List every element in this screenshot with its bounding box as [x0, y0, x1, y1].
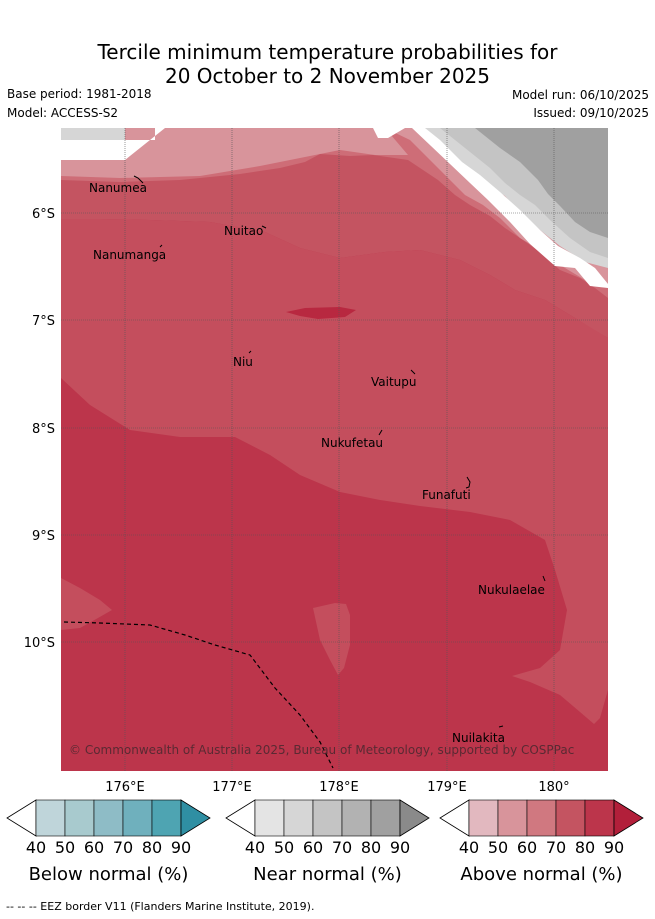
colorbar-near-title: Near normal (%): [253, 864, 402, 885]
lon-tick-179e: 179°E: [427, 780, 467, 795]
colorbar-near-tick: 40: [245, 838, 265, 857]
island-vaitupu-shape: [410, 369, 416, 375]
zone-above-90: [286, 307, 356, 319]
lat-tick-10s: 10°S: [24, 636, 55, 651]
colorbar-above-segment: [526, 799, 557, 837]
colorbar-above-under-arrow: [439, 799, 470, 837]
place-label-nuilakita: Nuilakita: [452, 731, 505, 745]
zone-above-70-west: [61, 578, 112, 630]
lon-tick-177e: 177°E: [212, 780, 252, 795]
zone-no-signal-nw: [61, 128, 165, 160]
colorbar-below-segment: [35, 799, 66, 837]
colorbar-above-segment: [497, 799, 528, 837]
island-nuilakita-shape: [498, 725, 504, 728]
island-niu-shape: [248, 350, 252, 354]
place-label-nukufetau: Nukufetau: [321, 436, 383, 450]
map-title: Tercile minimum temperature probabilitie…: [0, 40, 655, 88]
island-nuitao-shape: [261, 225, 267, 229]
colorbar-above-tick: 90: [604, 838, 624, 857]
footnote-eez: -- -- -- EEZ border V11 (Flanders Marine…: [6, 900, 315, 913]
colorbar-near-segment: [370, 799, 401, 837]
colorbar-below-tick: 60: [84, 838, 104, 857]
colorbar-near-tick: 80: [361, 838, 381, 857]
lon-tick-176e: 176°E: [105, 780, 145, 795]
base-period: Base period: 1981-2018: [7, 87, 152, 101]
colorbar-above-tick: 40: [459, 838, 479, 857]
island-nanumea-shape: [133, 175, 144, 184]
colorbar-below-under-arrow: [6, 799, 37, 837]
colorbar-above-segment: [468, 799, 499, 837]
colorbar-below-title: Below normal (%): [29, 864, 189, 885]
place-label-vaitupu: Vaitupu: [371, 375, 417, 389]
colorbar-above-segment: [555, 799, 586, 837]
island-nukufetau-shape: [378, 429, 383, 436]
colorbar-above: 40 50 60 70 80 90 Above normal (%): [439, 799, 644, 885]
colorbar-above-tick: 80: [575, 838, 595, 857]
colorbar-near-under-arrow: [225, 799, 256, 837]
colorbar-above-tick: 60: [517, 838, 537, 857]
islands: [133, 175, 546, 728]
zone-near-nw: [61, 128, 125, 140]
colorbar-below-tick: 90: [171, 838, 191, 857]
colorbar-near-tick: 50: [274, 838, 294, 857]
lon-tick-178e: 178°E: [319, 780, 359, 795]
colorbar-below-tick: 70: [113, 838, 133, 857]
island-nanumanga-shape: [159, 244, 163, 248]
lat-tick-8s: 8°S: [32, 422, 55, 437]
colorbar-below-over-arrow: [180, 799, 211, 837]
colorbar-below-segment: [93, 799, 124, 837]
lat-tick-6s: 6°S: [32, 207, 55, 222]
colorbar-above-segment: [584, 799, 615, 837]
colorbar-near-segment: [283, 799, 314, 837]
colorbar-below-segment: [151, 799, 182, 837]
colorbar-near-segment: [254, 799, 285, 837]
colorbar-below-tick: 50: [55, 838, 75, 857]
colorbar-near-tick: 90: [390, 838, 410, 857]
zone-no-signal-channel: [373, 128, 608, 288]
colorbar-above-tick: 50: [488, 838, 508, 857]
colorbar-below-segment: [64, 799, 95, 837]
zone-above-70b: [61, 219, 608, 724]
lat-tick-7s: 7°S: [32, 314, 55, 329]
island-nukulaelae-shape: [542, 575, 546, 582]
colorbar-legends: 40 50 60 70 80 90 Below normal (%) 40 50 60 70 80 90…: [6, 799, 644, 885]
place-label-nuitao: Nuitao: [224, 224, 263, 238]
colorbar-above-title: Above normal (%): [460, 864, 622, 885]
colorbar-near-tick: 60: [303, 838, 323, 857]
place-label-funafuti: Funafuti: [422, 488, 471, 502]
lon-tick-180: 180°: [538, 780, 569, 795]
place-label-nanumanga: Nanumanga: [93, 248, 166, 262]
lat-tick-9s: 9°S: [32, 529, 55, 544]
colorbar-near-over-arrow: [399, 799, 430, 837]
title-line-1: Tercile minimum temperature probabilitie…: [97, 40, 558, 64]
island-funafuti-shape: [465, 476, 471, 489]
colorbar-below-tick: 40: [26, 838, 46, 857]
model-name: Model: ACCESS-S2: [7, 106, 119, 120]
colorbar-above-over-arrow: [613, 799, 644, 837]
colorbar-below-tick: 80: [142, 838, 162, 857]
colorbar-near-segment: [341, 799, 372, 837]
zone-above-70-south: [313, 603, 350, 675]
place-label-nanumea: Nanumea: [89, 181, 147, 195]
colorbar-near-segment: [312, 799, 343, 837]
zone-near-80: [475, 128, 608, 238]
copyright-notice: © Commonwealth of Australia 2025, Bureau…: [69, 743, 574, 757]
colorbar-below: 40 50 60 70 80 90 Below normal (%): [6, 799, 211, 885]
colorbar-below-segment: [122, 799, 153, 837]
issued-date: Issued: 09/10/2025: [533, 106, 649, 120]
title-line-2: 20 October to 2 November 2025: [164, 64, 491, 88]
probability-field: Nanumea Nuitao Nanumanga Niu Vaitupu Nuk…: [61, 128, 608, 771]
colorbar-near: 40 50 60 70 80 90 Near normal (%): [225, 799, 430, 885]
colorbar-near-tick: 70: [332, 838, 352, 857]
colorbar-above-tick: 70: [546, 838, 566, 857]
place-label-niu: Niu: [233, 355, 253, 369]
place-label-nukulaelae: Nukulaelae: [478, 583, 545, 597]
model-run: Model run: 06/10/2025: [511, 88, 649, 102]
